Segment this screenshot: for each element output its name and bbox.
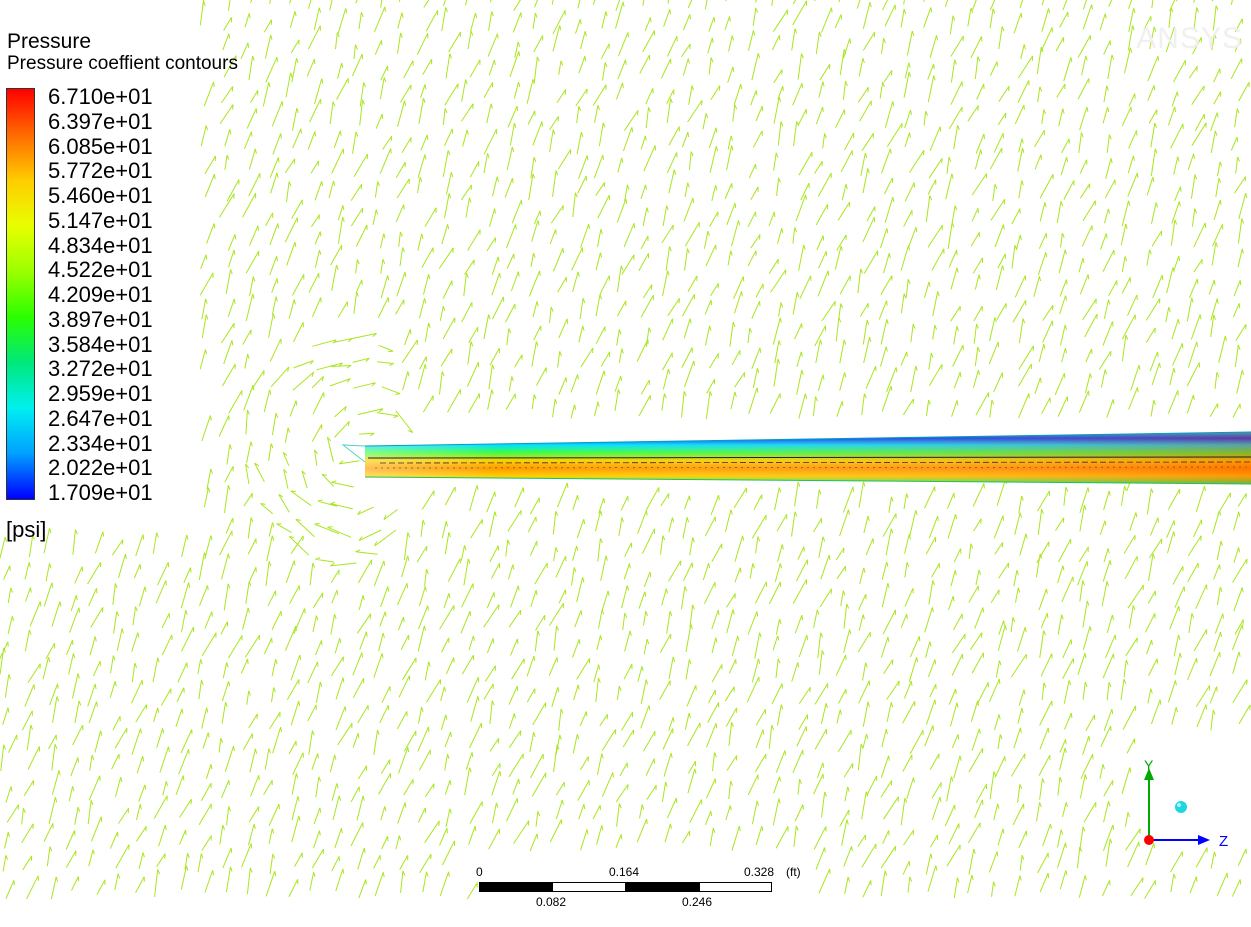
scale-label-0164: 0.164 [609,865,640,879]
scale-seg-4 [699,882,772,892]
scale-label-0328: 0.328 [744,865,775,879]
scale-label-0082: 0.082 [536,895,567,909]
legend-title: Pressure [7,30,92,53]
legend-label: 6.710e+01 [48,84,153,109]
legend-subtitle: Pressure coeffient contours [7,53,238,74]
scale-bar: 0 0.164 0.328 (ft) 0.082 0.246 [470,862,810,912]
legend-label: 5.460e+01 [48,183,153,208]
scale-unit: (ft) [786,865,801,879]
z-axis-label: Z [1219,833,1228,850]
flat-plate-body [341,431,1251,485]
y-axis-label: Y [1144,757,1154,773]
legend-label: 6.397e+01 [48,108,153,134]
z-axis-arrow-icon [1198,835,1210,845]
x-axis-origin-icon [1144,835,1154,845]
view-sphere-highlight [1177,803,1181,807]
legend-label: 4.209e+01 [48,282,153,307]
ansys-watermark: ANSYS [1136,22,1243,55]
legend-label: 2.022e+01 [48,455,153,481]
view-sphere-icon[interactable] [1175,801,1187,813]
legend-label: 6.085e+01 [48,133,153,159]
legend-label: 5.772e+01 [48,158,153,184]
legend-label: 4.522e+01 [48,257,153,283]
axis-triad[interactable]: Y Z [1130,750,1240,860]
legend-label: 3.584e+01 [48,331,153,357]
legend-label: 2.334e+01 [48,430,153,456]
y-axis-arrow-icon [1144,768,1154,780]
legend-label: 1.709e+01 [48,480,153,505]
legend-label: 3.272e+01 [48,356,153,382]
scale-seg-2 [552,882,626,892]
legend-colorbar[interactable] [6,88,35,500]
legend-label: 2.647e+01 [48,405,153,431]
scale-label-0: 0 [476,865,483,879]
velocity-vectors [0,0,1251,900]
scale-seg-3 [626,882,699,892]
scale-seg-1 [479,882,552,892]
legend-unit: [psi] [6,517,47,542]
legend-label: 5.147e+01 [48,207,153,233]
legend-label: 2.959e+01 [48,381,153,406]
scale-label-0246: 0.246 [682,895,713,909]
legend-label: 4.834e+01 [48,232,153,258]
vector-strokes [0,0,1251,900]
legend-label: 3.897e+01 [48,306,153,332]
